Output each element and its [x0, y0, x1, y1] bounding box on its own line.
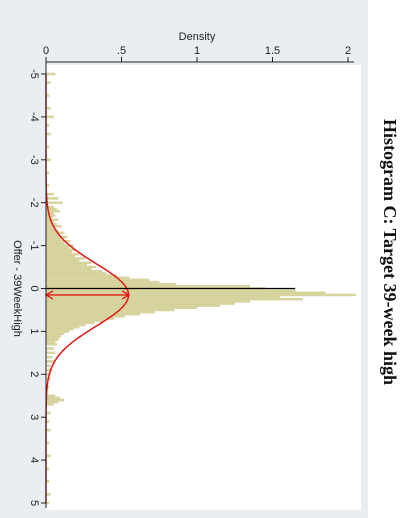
- histogram-bar: [45, 319, 104, 322]
- x-tick-label: 1: [28, 328, 40, 334]
- histogram-bar: [45, 313, 140, 316]
- histogram-bar: [45, 212, 54, 215]
- density-tick-label: 0: [43, 45, 49, 57]
- histogram-bar: [45, 197, 59, 200]
- histogram-bar: [45, 263, 87, 267]
- density-tick-label: .5: [117, 45, 126, 57]
- histogram-bar: [45, 218, 59, 222]
- histogram-bar: [45, 364, 51, 367]
- histogram-bar: [45, 394, 56, 397]
- x-tick-label: -3: [28, 155, 40, 165]
- histogram-bar: [45, 237, 62, 241]
- x-tick-label: 4: [28, 457, 40, 463]
- histogram-bar: [45, 272, 107, 275]
- x-tick-label: -1: [28, 241, 40, 251]
- x-tick-label: 0: [28, 285, 40, 291]
- histogram-bar: [45, 334, 62, 337]
- x-tick-label: -5: [28, 69, 40, 79]
- histogram-bar: [45, 400, 59, 404]
- histogram-bar: [45, 302, 235, 305]
- histogram-bar: [45, 242, 65, 245]
- histogram-bar: [45, 231, 65, 234]
- density-axis-title: Density: [179, 31, 216, 43]
- histogram-bar: [45, 338, 59, 342]
- histogram-bar: [45, 300, 251, 303]
- histogram-bar: [45, 310, 155, 314]
- histogram-bar: [45, 278, 149, 282]
- x-tick-label: 2: [28, 371, 40, 377]
- histogram-bar: [45, 289, 296, 292]
- histogram-bar: [45, 257, 86, 260]
- histogram-bar: [45, 214, 56, 217]
- x-axis-title: Offer - 39WeekHigh: [11, 240, 23, 337]
- chart-title: Histogram C: Target 39-week high: [380, 119, 400, 385]
- density-tick-label: 2: [345, 45, 351, 57]
- histogram-bar: [45, 321, 95, 325]
- histogram-bar: [45, 332, 65, 335]
- histogram-bar: [45, 265, 96, 269]
- x-tick-label: -4: [28, 112, 40, 122]
- histogram-bar: [45, 295, 281, 299]
- histogram-bar: [45, 291, 326, 295]
- histogram-bar: [45, 330, 69, 333]
- x-tick-label: 3: [28, 414, 40, 420]
- histogram-bar: [45, 328, 74, 331]
- histogram-bar: [45, 201, 63, 204]
- histogram-bar: [45, 72, 56, 76]
- histogram-bar: [45, 351, 56, 355]
- histogram-bar: [45, 261, 92, 264]
- histogram-bar: [45, 298, 303, 301]
- histogram-bar: [45, 280, 160, 284]
- mean-arrow-head-right: [121, 290, 131, 300]
- histogram-bar: [45, 248, 77, 252]
- histogram-bar: [45, 347, 54, 350]
- histogram-bar: [45, 270, 103, 273]
- histogram-bar: [45, 323, 86, 327]
- histogram-bar: [45, 355, 53, 359]
- histogram-bar: [45, 267, 92, 271]
- histogram-bar: [45, 246, 69, 249]
- histogram-bar: [45, 360, 54, 363]
- histogram-bar: [45, 403, 54, 406]
- histogram-bar: [45, 274, 118, 277]
- histogram-bar: [45, 285, 251, 288]
- histogram-bar: [45, 255, 75, 258]
- histogram-bar: [45, 250, 72, 254]
- histogram-bar: [45, 282, 177, 286]
- x-tick-label: 5: [28, 500, 40, 506]
- histogram-bar: [45, 325, 80, 329]
- histogram-bar: [45, 235, 68, 239]
- histogram-bar: [45, 308, 175, 312]
- histogram-bar: [45, 396, 60, 400]
- x-tick-label: -2: [28, 198, 40, 208]
- density-tick-label: 1: [194, 45, 200, 57]
- histogram-bar: [45, 336, 60, 340]
- density-tick-label: 1.5: [265, 45, 280, 57]
- histogram-bar: [45, 343, 57, 346]
- histogram-bar: [45, 252, 80, 256]
- histogram-bar: [45, 317, 115, 320]
- histogram-bar: [45, 398, 65, 402]
- histogram-bar: [45, 259, 80, 262]
- histogram-bar: [45, 304, 220, 307]
- histogram-bar: [45, 115, 54, 119]
- histogram-bar: [45, 233, 60, 237]
- histogram-bar: [45, 340, 56, 344]
